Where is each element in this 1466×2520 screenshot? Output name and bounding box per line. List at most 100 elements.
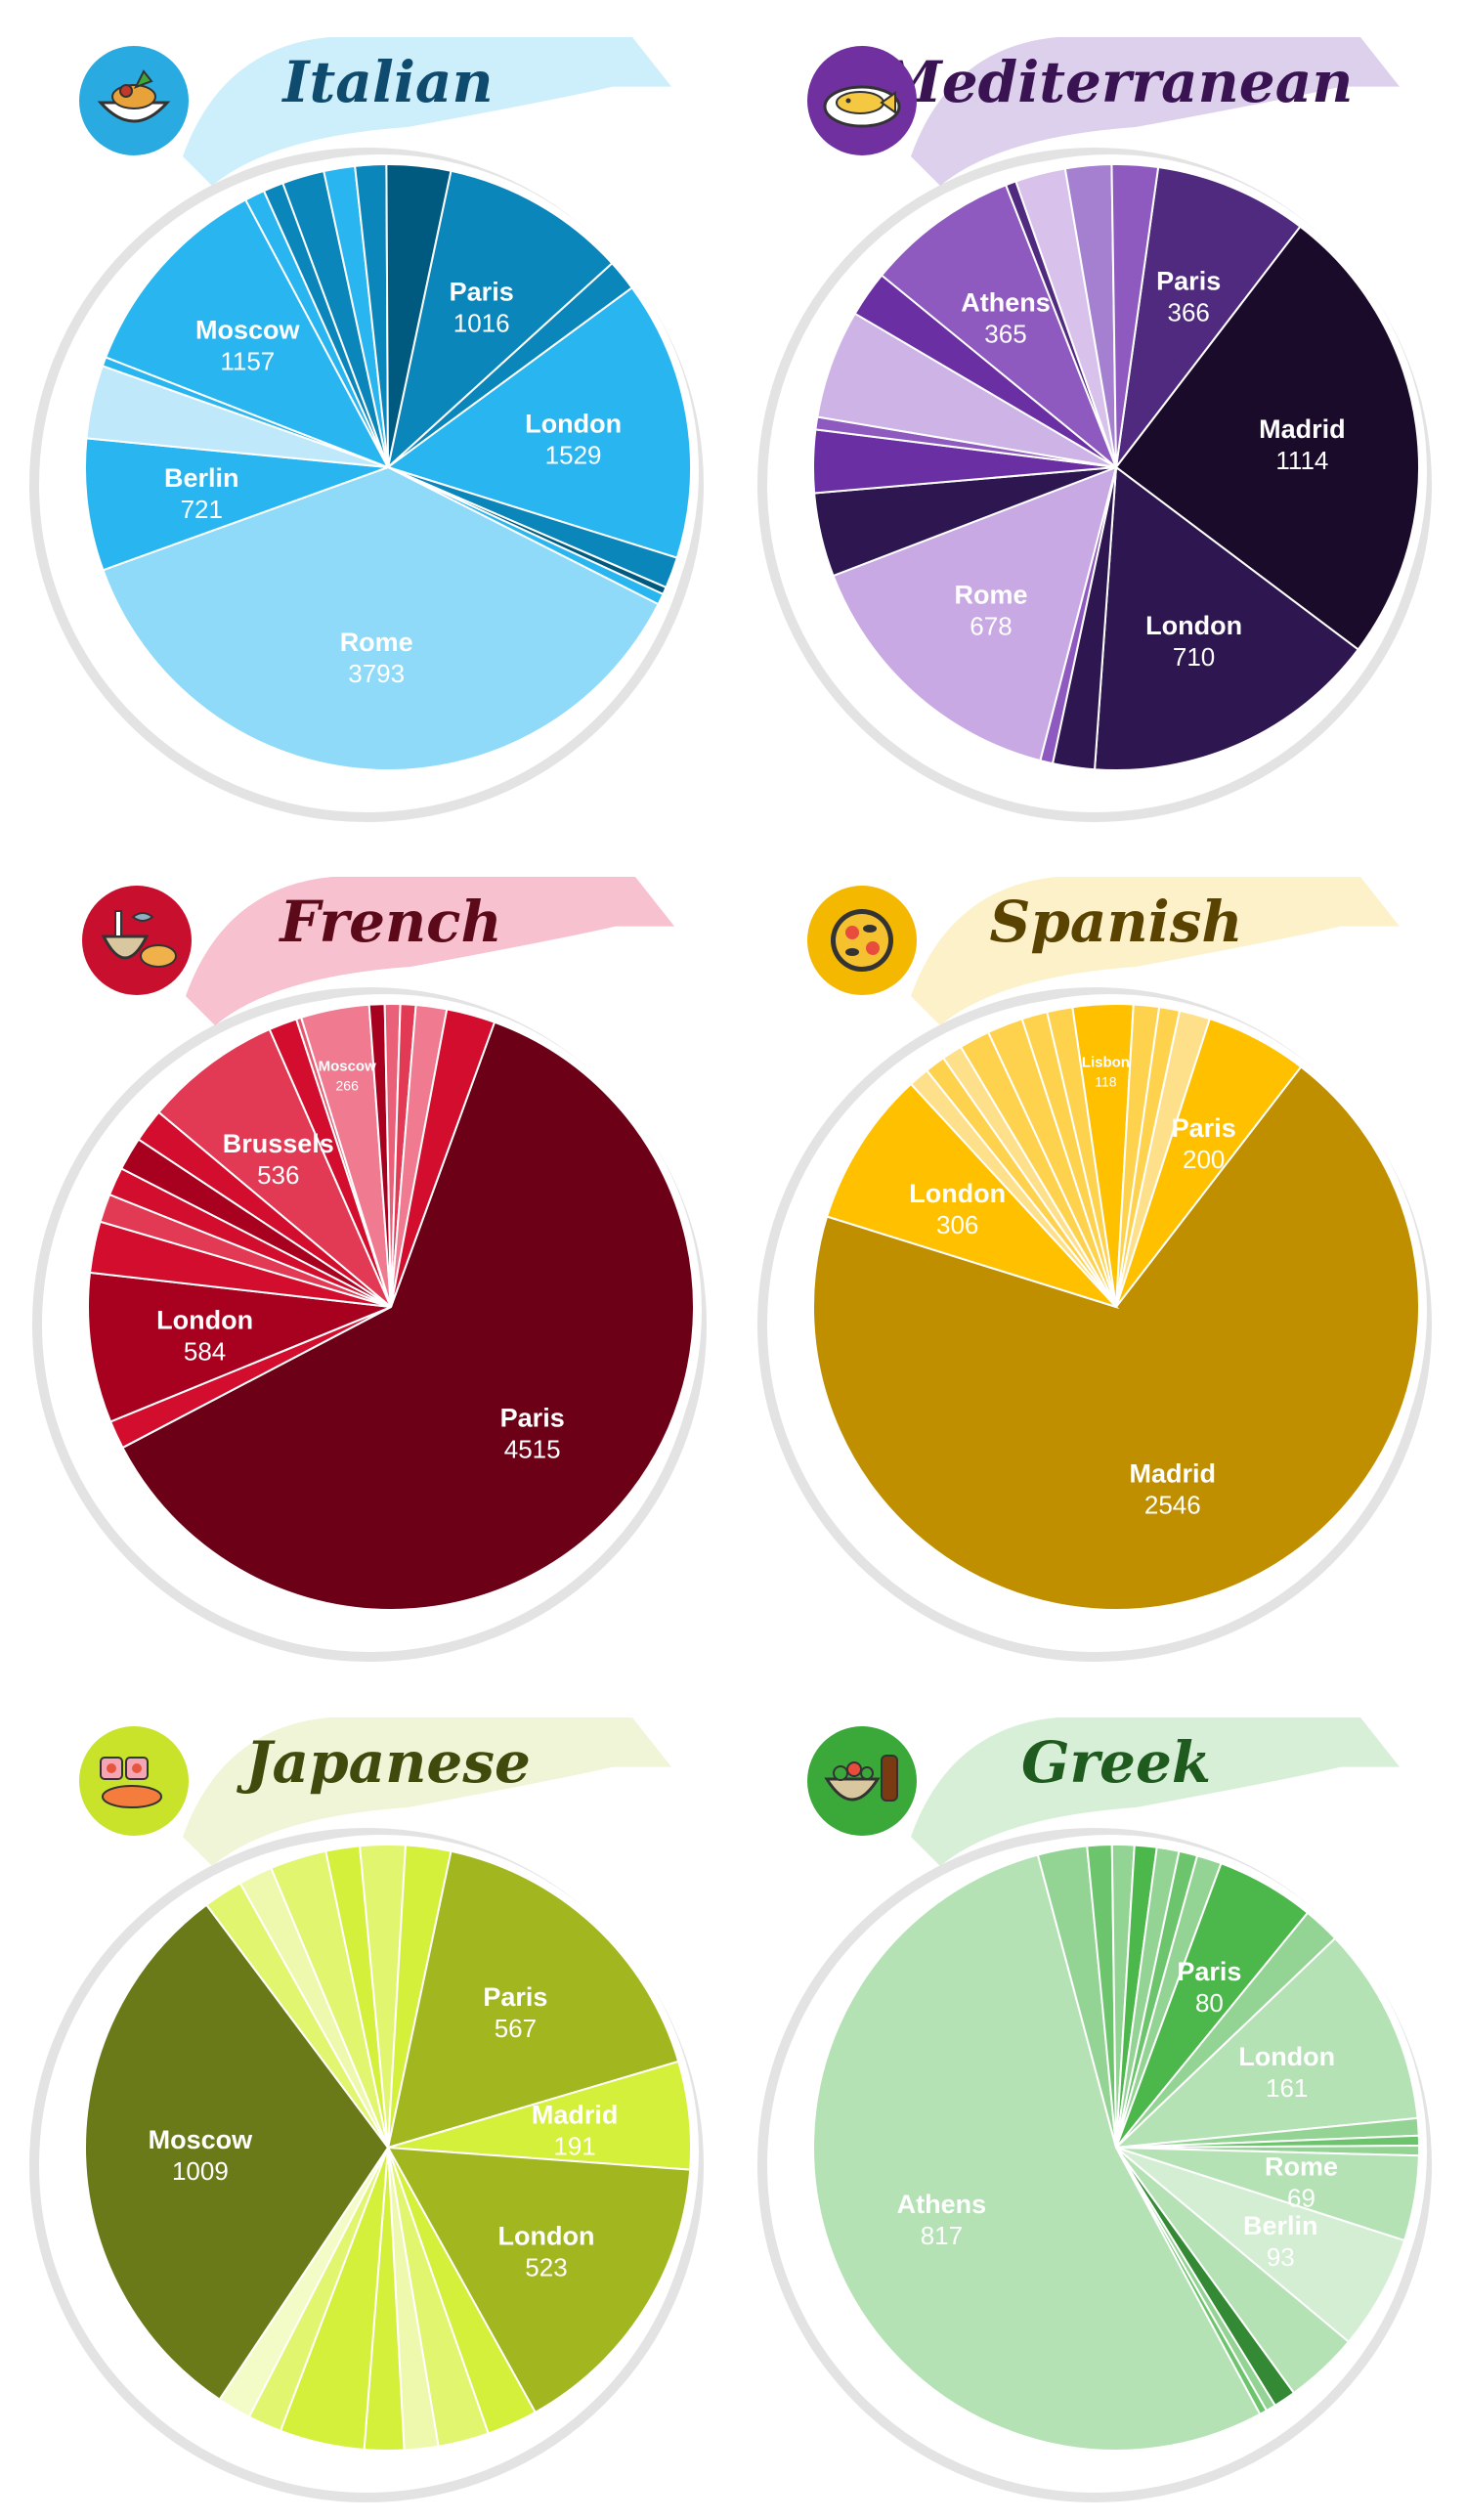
slice-unlabeled — [387, 1844, 453, 2149]
label-london: London — [909, 1179, 1006, 1208]
slice-moscow — [84, 1903, 390, 2402]
label-paris: Paris — [1172, 1113, 1236, 1143]
value-athens: 817 — [921, 2221, 963, 2250]
label-paris: Paris — [450, 277, 514, 306]
pasta-bowl-icon — [97, 69, 171, 123]
value-paris: 567 — [495, 2014, 537, 2043]
label-paris: Paris — [483, 1982, 547, 2012]
value-madrid: 2546 — [1144, 1490, 1201, 1519]
slice-madrid — [812, 1065, 1420, 1611]
swoosh-ring — [29, 1828, 704, 2502]
value-moscow: 266 — [336, 1077, 360, 1093]
chart-title: Spanish — [989, 889, 1242, 955]
title-banner — [911, 1717, 1400, 1866]
label-london: London — [498, 2221, 595, 2250]
slice-berlin — [84, 437, 389, 572]
chart-title: Mediterranean — [878, 49, 1354, 115]
title-banner — [911, 37, 1400, 186]
swoosh-ring — [757, 148, 1432, 822]
value-london: 584 — [184, 1336, 226, 1366]
slice-unlabeled — [1115, 1846, 1181, 2149]
label-moscow: Moscow — [195, 315, 301, 344]
chart-title: Japanese — [236, 1729, 531, 1796]
title-banner — [911, 877, 1400, 1025]
slice-paris — [386, 1849, 680, 2150]
slice-unlabeled — [385, 162, 453, 468]
fish-plate-icon — [823, 85, 901, 128]
label-rome: Rome — [954, 580, 1027, 609]
label-madrid: Madrid — [1130, 1458, 1217, 1488]
slice-london — [87, 1271, 392, 1423]
label-paris: Paris — [1156, 267, 1221, 296]
slice-brussels — [157, 1027, 392, 1308]
chart-title: French — [278, 889, 501, 955]
slice-paris — [386, 169, 614, 470]
value-madrid: 191 — [553, 2131, 595, 2160]
slice-paris — [121, 1021, 695, 1612]
title-banner — [183, 37, 671, 186]
value-moscow: 1009 — [172, 2156, 229, 2186]
bowl-and-bread-icon — [101, 910, 177, 968]
slice-athens — [812, 1853, 1262, 2452]
value-london: 1529 — [545, 440, 602, 469]
slice-rome — [102, 465, 660, 771]
slice-moscow — [104, 198, 391, 469]
label-london: London — [1238, 2042, 1335, 2071]
slice-paris — [1114, 165, 1302, 471]
chart-title: Greek — [1021, 1729, 1211, 1796]
label-paris: Paris — [1177, 1957, 1241, 1986]
label-moscow: Moscow — [319, 1058, 377, 1074]
value-paris: 4515 — [504, 1435, 561, 1464]
label-athens: Athens — [897, 2190, 987, 2219]
value-brussels: 536 — [257, 1160, 299, 1190]
slice-madrid — [1114, 225, 1421, 651]
label-london: London — [156, 1305, 253, 1334]
value-berlin: 721 — [181, 495, 223, 524]
swoosh-ring — [32, 987, 707, 1662]
label-madrid: Madrid — [1259, 414, 1346, 444]
label-london: London — [525, 409, 622, 438]
value-moscow: 1157 — [220, 346, 275, 375]
icon-circle — [79, 1726, 189, 1836]
value-london: 710 — [1173, 642, 1215, 672]
label-berlin: Berlin — [1243, 2211, 1318, 2240]
slice-athens — [880, 183, 1119, 471]
value-paris: 200 — [1183, 1145, 1225, 1174]
value-paris: 80 — [1195, 1988, 1224, 2018]
value-lisbon: 118 — [1095, 1073, 1117, 1089]
slice-london — [1093, 465, 1360, 771]
paella-pan-icon — [831, 909, 893, 972]
label-paris: Paris — [500, 1404, 565, 1433]
label-lisbon: Lisbon — [1082, 1054, 1130, 1070]
value-paris: 366 — [1168, 298, 1210, 327]
label-rome: Rome — [340, 628, 413, 657]
value-london: 523 — [525, 2252, 567, 2281]
chart-title: Italian — [280, 49, 493, 115]
value-athens: 365 — [984, 320, 1026, 349]
value-rome: 69 — [1287, 2183, 1315, 2212]
value-paris: 1016 — [453, 308, 510, 337]
label-brussels: Brussels — [223, 1129, 334, 1158]
slice-unlabeled — [1115, 1009, 1212, 1308]
value-london: 306 — [936, 1210, 978, 1239]
sushi-icon — [100, 1757, 162, 1808]
slice-rome — [832, 465, 1118, 762]
label-athens: Athens — [961, 288, 1051, 318]
label-moscow: Moscow — [149, 2125, 254, 2154]
slice-london — [1113, 1936, 1419, 2150]
salad-bowl-icon — [824, 1755, 898, 1802]
slice-berlin — [1115, 2147, 1406, 2344]
value-rome: 3793 — [348, 659, 405, 688]
swoosh-ring — [757, 987, 1432, 1662]
label-rome: Rome — [1265, 2151, 1338, 2181]
value-berlin: 93 — [1267, 2242, 1295, 2272]
value-london: 161 — [1266, 2073, 1308, 2103]
value-rome: 678 — [970, 611, 1012, 640]
label-berlin: Berlin — [164, 463, 239, 493]
